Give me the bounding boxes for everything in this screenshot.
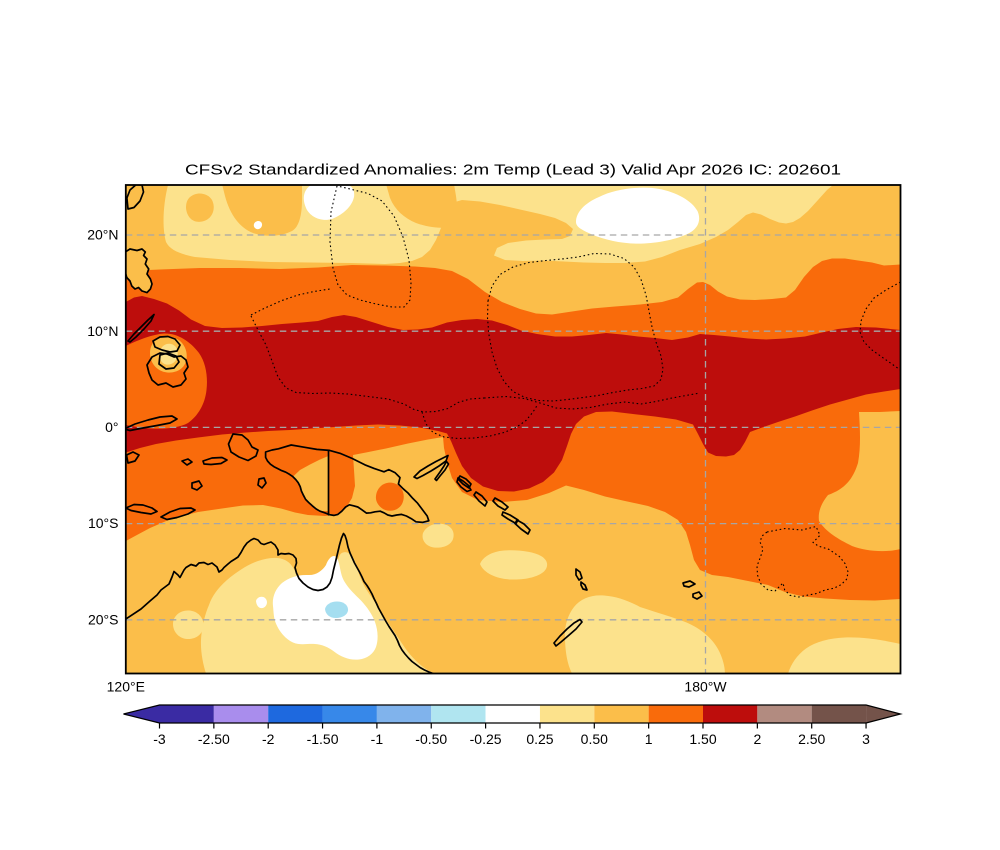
svg-text:20°N: 20°N	[87, 227, 118, 243]
svg-text:3: 3	[862, 731, 870, 747]
svg-text:-2.50: -2.50	[198, 731, 230, 747]
svg-text:-3: -3	[153, 731, 166, 747]
svg-text:-2: -2	[262, 731, 275, 747]
svg-text:20°S: 20°S	[88, 611, 119, 627]
svg-text:0.25: 0.25	[526, 731, 553, 747]
svg-text:2: 2	[753, 731, 761, 747]
svg-text:0.50: 0.50	[581, 731, 608, 747]
svg-text:-0.50: -0.50	[415, 731, 447, 747]
svg-text:-0.25: -0.25	[470, 731, 502, 747]
svg-text:120°E: 120°E	[107, 679, 145, 695]
svg-text:1.50: 1.50	[689, 731, 716, 747]
svg-text:1: 1	[645, 731, 653, 747]
svg-text:10°N: 10°N	[87, 323, 118, 339]
svg-text:-1: -1	[371, 731, 384, 747]
svg-text:0°: 0°	[105, 419, 118, 435]
svg-text:10°S: 10°S	[88, 515, 119, 531]
svg-text:CFSv2 Standardized Anomalies:: CFSv2 Standardized Anomalies: 2m Temp (L…	[185, 162, 841, 179]
svg-text:-1.50: -1.50	[307, 731, 339, 747]
svg-text:180°W: 180°W	[684, 679, 727, 695]
svg-text:2.50: 2.50	[798, 731, 825, 747]
